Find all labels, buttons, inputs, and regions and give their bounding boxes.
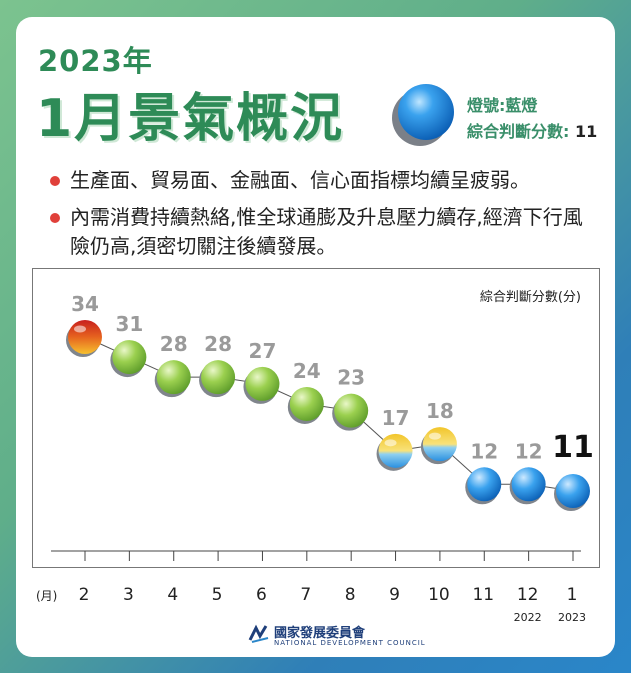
- data-label: 23: [337, 366, 365, 390]
- data-label: 12: [470, 439, 498, 463]
- data-label: 28: [204, 332, 232, 356]
- ndc-logo-icon: [248, 624, 269, 643]
- signal-light-point: [509, 467, 546, 505]
- bullet-text: 內需消費持續熱絡,惟全球通膨及升息壓力續存,經濟下行風險仍高,須密切關注後續發展…: [70, 205, 583, 258]
- signal-light-point: [243, 366, 280, 404]
- score-value: 11: [574, 122, 598, 141]
- org-name-en: NATIONAL DEVELOPMENT COUNCIL: [274, 639, 426, 647]
- signal-light-point: [287, 386, 324, 424]
- data-label: 11: [552, 430, 594, 465]
- bullet-dot-icon: [50, 176, 60, 186]
- data-label: 17: [382, 406, 410, 430]
- signal-light-point: [420, 427, 457, 465]
- data-label: 31: [115, 312, 143, 336]
- data-label: 34: [71, 292, 99, 316]
- data-label: 12: [515, 439, 543, 463]
- score-summary: 綜合判斷分數: 11: [467, 118, 597, 142]
- chart-area: 綜合判斷分數(分) 34 31 28 28 27 24 23 17 18 12 12 11: [32, 268, 600, 568]
- signal-light-point: [465, 467, 502, 505]
- bullet-text: 生產面、貿易面、金融面、信心面指標均續呈疲弱。: [70, 168, 530, 192]
- signal-light-point: [66, 320, 102, 357]
- signal-light-point: [332, 393, 369, 431]
- bullet-dot-icon: [50, 213, 60, 223]
- signal-light-point: [154, 360, 191, 398]
- data-label: 28: [160, 332, 188, 356]
- data-label: 18: [426, 399, 454, 423]
- score-label: 綜合判斷分數:: [467, 122, 570, 141]
- data-label: 24: [293, 359, 321, 383]
- signal-light-point: [376, 433, 413, 471]
- org-name: 國家發展委員會: [274, 626, 366, 641]
- y-axis-label: 綜合判斷分數(分): [480, 290, 581, 305]
- year-label: 2023年: [38, 44, 153, 78]
- signal-label: 燈號:藍燈: [467, 96, 538, 115]
- score-chart: 綜合判斷分數(分) 34 31 28 28 27 24 23 17 18 12 12 11: [51, 290, 594, 561]
- page-title: 1月景氣概況: [36, 89, 345, 149]
- data-label: 27: [249, 339, 277, 363]
- signal-light-point: [554, 474, 590, 511]
- blue-light-icon: [392, 84, 454, 146]
- signal-light-point: [110, 340, 147, 378]
- signal-light-point: [199, 360, 236, 398]
